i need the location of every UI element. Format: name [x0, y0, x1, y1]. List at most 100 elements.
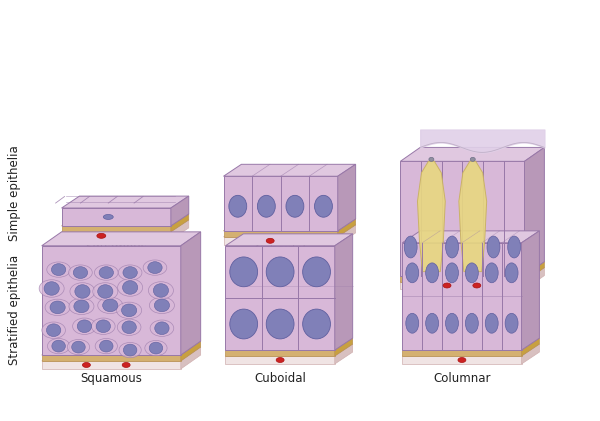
Ellipse shape [266, 309, 294, 339]
Ellipse shape [52, 264, 66, 275]
Polygon shape [224, 231, 338, 237]
Polygon shape [224, 164, 356, 176]
Ellipse shape [155, 322, 169, 335]
Ellipse shape [466, 263, 478, 283]
Ellipse shape [47, 338, 70, 354]
Polygon shape [171, 214, 189, 232]
Ellipse shape [99, 266, 113, 279]
Polygon shape [335, 338, 353, 356]
Polygon shape [42, 355, 181, 361]
Ellipse shape [100, 340, 113, 352]
Polygon shape [403, 231, 539, 243]
Ellipse shape [446, 236, 458, 258]
Ellipse shape [45, 299, 70, 316]
Ellipse shape [149, 342, 163, 354]
Ellipse shape [266, 238, 274, 243]
Ellipse shape [98, 285, 113, 298]
Ellipse shape [116, 302, 142, 319]
Polygon shape [42, 232, 200, 246]
Ellipse shape [458, 357, 466, 362]
Ellipse shape [286, 195, 304, 217]
Ellipse shape [505, 263, 518, 283]
Ellipse shape [276, 357, 284, 362]
Ellipse shape [73, 318, 96, 334]
Ellipse shape [266, 257, 294, 287]
Ellipse shape [77, 320, 92, 333]
Ellipse shape [118, 265, 142, 280]
Polygon shape [400, 147, 544, 161]
Text: Simple epithelia: Simple epithelia [8, 145, 22, 241]
Ellipse shape [229, 195, 247, 217]
Ellipse shape [508, 236, 521, 258]
Ellipse shape [94, 265, 118, 280]
Polygon shape [524, 268, 544, 290]
Text: Squamous: Squamous [80, 372, 142, 385]
Text: Columnar: Columnar [433, 372, 491, 385]
Polygon shape [400, 262, 544, 276]
Ellipse shape [143, 260, 167, 275]
Ellipse shape [39, 280, 64, 297]
Polygon shape [181, 347, 200, 369]
Polygon shape [226, 350, 335, 356]
Ellipse shape [47, 262, 70, 277]
Ellipse shape [73, 266, 88, 279]
Polygon shape [226, 344, 353, 356]
Polygon shape [226, 246, 335, 350]
Polygon shape [338, 225, 356, 245]
Ellipse shape [50, 301, 65, 314]
Ellipse shape [485, 313, 498, 333]
Polygon shape [171, 220, 189, 240]
Polygon shape [521, 344, 539, 364]
Polygon shape [403, 350, 521, 356]
Polygon shape [62, 232, 171, 240]
Polygon shape [42, 246, 181, 355]
Ellipse shape [119, 342, 141, 358]
Ellipse shape [72, 341, 85, 353]
Polygon shape [226, 234, 353, 246]
Ellipse shape [429, 157, 434, 161]
Polygon shape [171, 196, 189, 226]
Ellipse shape [67, 339, 89, 355]
Text: Columnar: Columnar [433, 285, 491, 298]
Polygon shape [224, 225, 356, 237]
Ellipse shape [118, 279, 143, 296]
Ellipse shape [485, 263, 498, 283]
Polygon shape [62, 214, 189, 226]
Ellipse shape [154, 284, 169, 297]
Ellipse shape [230, 309, 257, 339]
Ellipse shape [302, 309, 331, 339]
Ellipse shape [406, 313, 419, 333]
Polygon shape [338, 164, 356, 231]
Ellipse shape [425, 313, 439, 333]
Ellipse shape [150, 320, 174, 336]
Polygon shape [403, 356, 521, 364]
Ellipse shape [75, 285, 90, 298]
Ellipse shape [44, 282, 59, 295]
Ellipse shape [69, 298, 94, 314]
Ellipse shape [70, 283, 95, 300]
Polygon shape [42, 347, 200, 361]
Ellipse shape [470, 157, 475, 161]
Ellipse shape [487, 236, 500, 258]
Polygon shape [403, 243, 521, 350]
Ellipse shape [42, 322, 65, 338]
Polygon shape [521, 231, 539, 350]
Ellipse shape [302, 257, 331, 287]
Polygon shape [181, 341, 200, 361]
Ellipse shape [443, 283, 451, 288]
Ellipse shape [118, 319, 141, 336]
Polygon shape [400, 268, 544, 282]
Ellipse shape [406, 263, 419, 283]
Polygon shape [42, 341, 200, 355]
Ellipse shape [122, 362, 130, 368]
Polygon shape [62, 208, 171, 226]
Ellipse shape [95, 338, 118, 354]
Polygon shape [224, 219, 356, 231]
Ellipse shape [122, 304, 137, 317]
Polygon shape [524, 262, 544, 282]
Ellipse shape [74, 300, 89, 313]
Polygon shape [400, 276, 524, 282]
Polygon shape [338, 219, 356, 237]
Polygon shape [335, 234, 353, 350]
Polygon shape [224, 237, 338, 245]
